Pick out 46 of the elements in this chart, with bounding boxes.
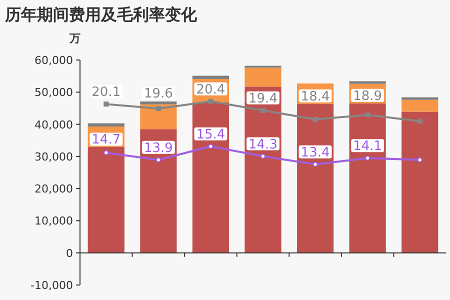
data-label: 14.7 (92, 132, 121, 148)
bar (140, 129, 177, 253)
y-tick-label: 40,000 (34, 118, 73, 132)
y-tick-label: 30,000 (34, 150, 73, 164)
y-tick-label: 50,000 (34, 86, 73, 100)
y-tick-label: 20,000 (34, 182, 73, 196)
y-axis-title: 万 (68, 32, 80, 45)
bar (402, 100, 438, 112)
bar (402, 112, 438, 253)
point (312, 116, 318, 122)
y-tick-label: -10,000 (30, 279, 73, 292)
point (365, 156, 370, 161)
y-tick-label: 10,000 (34, 214, 73, 228)
data-label: 19.6 (144, 86, 173, 102)
point (365, 112, 370, 118)
data-label: 20.1 (92, 85, 121, 100)
point (208, 144, 214, 149)
data-label: 15.4 (196, 127, 226, 142)
point (260, 154, 266, 159)
bar (88, 123, 124, 127)
chart-title: 历年期间费用及毛利率变化 (4, 5, 198, 24)
bar (88, 146, 124, 253)
point (417, 118, 422, 124)
point (312, 162, 318, 167)
data-label: 20.4 (196, 82, 226, 98)
bar (244, 68, 282, 87)
data-label: 14.1 (353, 139, 382, 154)
data-label: 18.4 (300, 89, 330, 104)
y-tick-label: 0 (66, 246, 73, 260)
point (156, 106, 161, 112)
point (104, 102, 109, 107)
y-tick-label: 60,000 (34, 54, 73, 67)
point (104, 150, 109, 156)
data-label: 19.4 (248, 91, 278, 106)
bar (349, 81, 386, 84)
point (156, 157, 161, 162)
bar (402, 97, 438, 100)
point (417, 157, 422, 162)
data-label: 18.9 (353, 88, 382, 104)
point (208, 98, 214, 104)
data-label: 14.3 (248, 137, 278, 152)
bar (192, 76, 230, 79)
bar (192, 102, 230, 253)
data-label: 13.9 (144, 140, 173, 156)
point (260, 108, 266, 113)
data-label: 13.4 (300, 145, 330, 160)
